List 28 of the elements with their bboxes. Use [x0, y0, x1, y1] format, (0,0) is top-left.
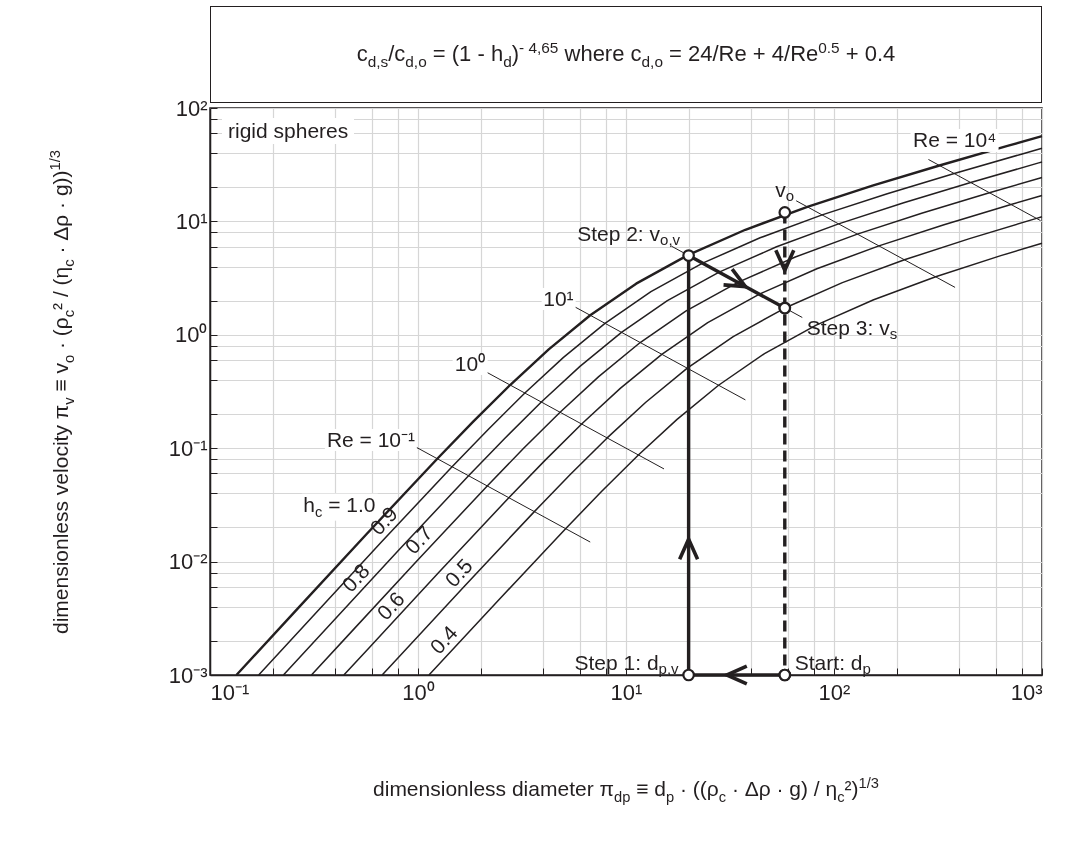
text: 0.4	[425, 620, 463, 659]
series-label: Re = 10⁻¹	[324, 427, 418, 451]
y-tick-label: 10⁻¹	[168, 435, 208, 461]
y-tick-label: 10⁻³	[168, 662, 208, 688]
series-label: Re = 10⁴	[911, 128, 999, 152]
y-tick-label: 10⁰	[175, 322, 208, 348]
annotation: rigid spheres	[222, 118, 355, 145]
series-label: 10⁰	[452, 352, 488, 376]
chart-title: c$_{d,s}$/c$_{d,o}$ = (1 - h$_{d}$)$^{- 4,65}$ where c$_{d,o}$ = 24/Re + 4/Re$^{0.5}$ + 0.4	[356, 38, 896, 70]
x-tick-label: 10²	[818, 679, 851, 705]
text: 0.8	[337, 558, 374, 596]
text: 0.6	[371, 586, 409, 624]
annotation: Start: d$_{p}$	[794, 651, 871, 677]
x-tick-label: 10⁻¹	[210, 679, 250, 705]
y-tick-label: 10¹	[175, 208, 208, 234]
x-tick-label: 10⁰	[402, 679, 435, 705]
text: dimensionless diameter π$_{dp}$ ≡ d$_{p}$ · ((ρ$_{c}$ · Δρ · g) / η$_{c}$²)$^{1/3}$	[373, 775, 879, 805]
x-tick-label: 10¹	[610, 679, 643, 705]
series-label: 10¹	[541, 287, 576, 311]
annotation: Step 1: d$_{p,v}$	[574, 651, 680, 677]
y-tick-label: 10²	[175, 95, 208, 121]
annotation: Step 3: v$_{s}$	[806, 316, 898, 342]
x-tick-label: 10³	[1010, 679, 1043, 705]
text: 0.7	[400, 520, 438, 558]
text: 0.5	[440, 554, 478, 592]
y-tick-label: 10⁻²	[168, 549, 208, 575]
annotation: Step 2: v$_{o,v}$	[577, 221, 681, 248]
annotation: v$_{o}$	[775, 178, 795, 205]
